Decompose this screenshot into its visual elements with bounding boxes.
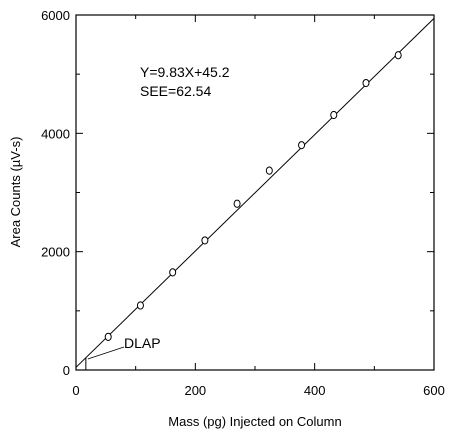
x-tick-label: 0 — [72, 383, 79, 398]
data-point — [136, 301, 144, 310]
y-tick-label: 0 — [63, 363, 70, 378]
regression-line — [75, 18, 435, 368]
data-point — [265, 166, 273, 175]
data-point — [362, 78, 370, 88]
data-point — [169, 268, 177, 277]
fit-line-group — [75, 18, 435, 370]
axis-ticks — [75, 14, 435, 371]
data-points — [104, 51, 402, 341]
x-tick-label: 200 — [184, 383, 206, 398]
dlap-leader-line — [87, 346, 125, 360]
data-point — [201, 236, 209, 245]
y-tick-label: 2000 — [41, 245, 70, 260]
x-axis-title: Mass (pg) Injected on Column — [168, 414, 341, 429]
y-tick-label: 4000 — [41, 126, 70, 141]
dlap-annotation: DLAP — [124, 335, 161, 351]
data-point — [394, 51, 402, 60]
see-annotation: SEE=62.54 — [140, 83, 211, 99]
data-point — [298, 141, 306, 150]
x-tick-label: 400 — [304, 383, 326, 398]
y-tick-label: 6000 — [41, 8, 70, 23]
data-point — [330, 110, 338, 120]
equation-annotation: Y=9.83X+45.2 — [140, 64, 230, 80]
data-point — [233, 199, 241, 208]
y-axis-title: Area Counts (µV-s) — [8, 137, 23, 248]
data-point — [104, 332, 112, 341]
x-tick-label: 600 — [423, 383, 445, 398]
